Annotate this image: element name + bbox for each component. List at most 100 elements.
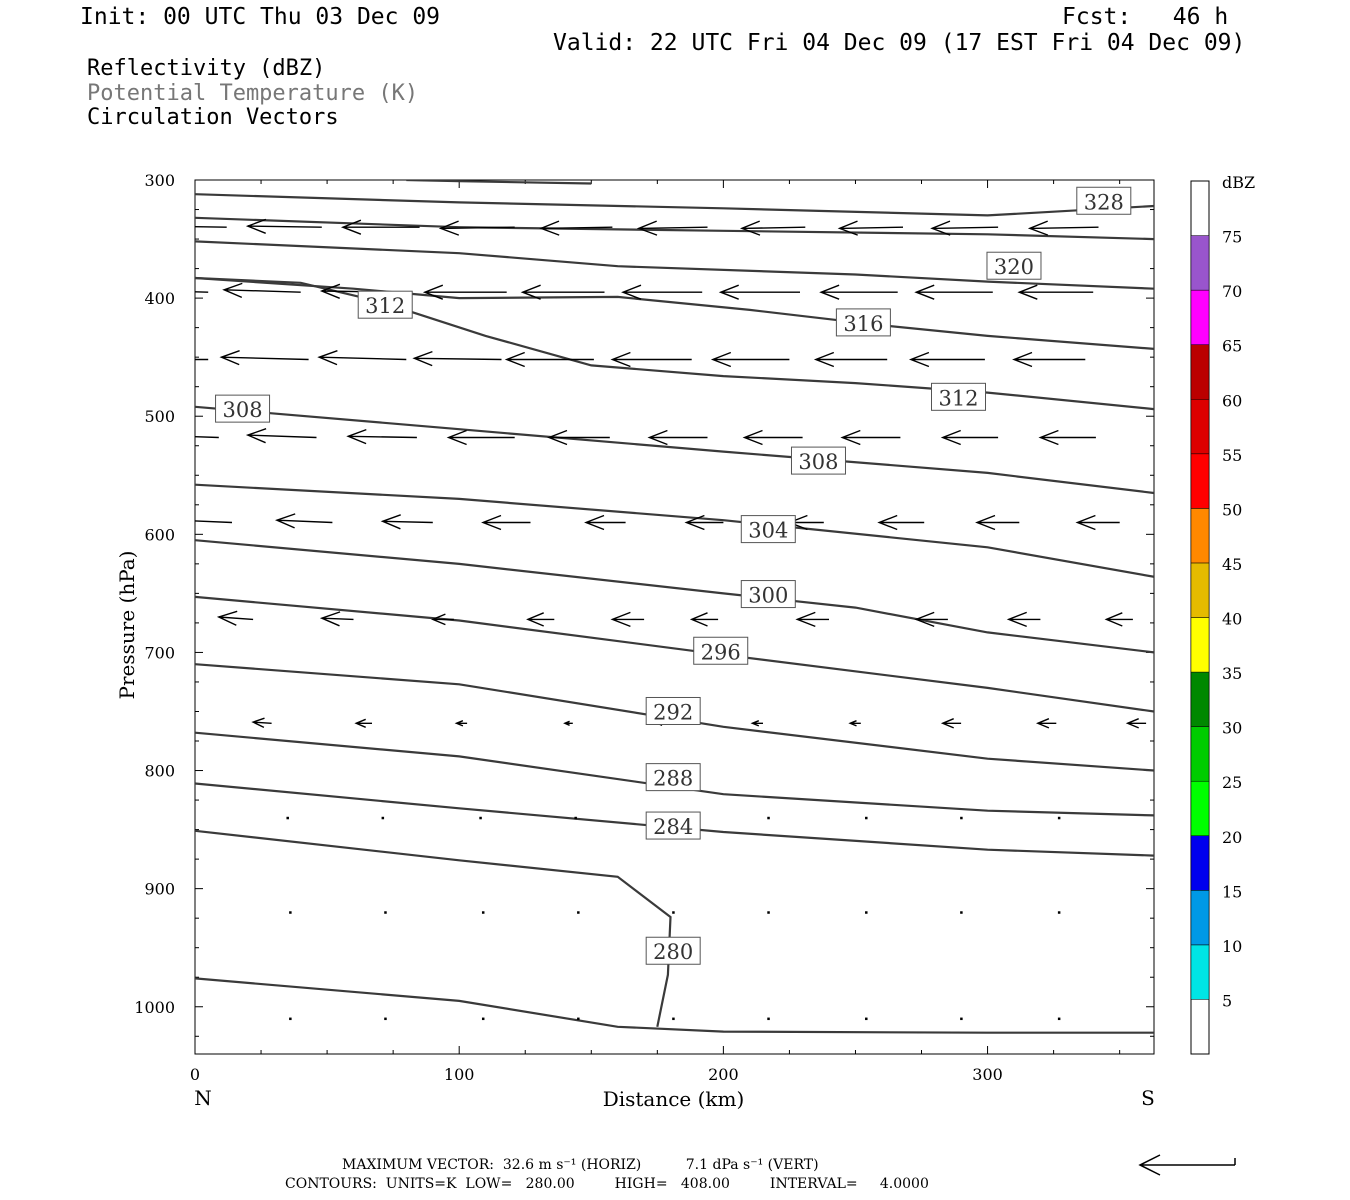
- circulation-vector: [672, 911, 675, 914]
- vector-group: [195, 218, 1147, 1021]
- colorbar-level-45: 45: [1222, 555, 1242, 574]
- circulation-vector: [767, 1017, 770, 1021]
- contour-label-box: [357, 290, 413, 319]
- legend-circulation-vectors: Circulation Vectors: [87, 105, 339, 130]
- legend-reflectivity: Reflectivity (dBZ): [87, 56, 326, 81]
- circulation-vector: [710, 351, 790, 368]
- contour-label-304: 304: [748, 519, 788, 543]
- circulation-vector: [636, 220, 708, 236]
- contour-group: [195, 180, 1154, 1034]
- init-time: Init: 00 UTC Thu 03 Dec 09: [80, 4, 441, 30]
- contour-label-box: [740, 515, 796, 544]
- circulation-vector: [446, 429, 515, 446]
- x-tick-label: 100: [444, 1065, 475, 1084]
- circulation-vector: [547, 429, 610, 446]
- circulation-vector: [750, 720, 763, 727]
- circulation-vector: [795, 611, 829, 628]
- circulation-vector: [286, 816, 289, 820]
- circulation-vector: [610, 351, 692, 368]
- circulation-vector: [960, 911, 963, 914]
- contour-label-284: 284: [653, 815, 693, 839]
- circulation-vector: [216, 610, 254, 626]
- colorbar-bin-15: [1190, 835, 1210, 891]
- contour-label-box: [693, 636, 749, 665]
- theta-contour-328: [195, 193, 1154, 217]
- contour-label-280: 280: [653, 940, 693, 964]
- colorbar-level-15: 15: [1222, 882, 1242, 901]
- contour-label-box: [986, 251, 1042, 280]
- theta-contour-316: [195, 276, 1154, 350]
- colorbar-level-30: 30: [1222, 719, 1242, 738]
- contour-label-300: 300: [748, 584, 788, 608]
- contour-label-box: [645, 696, 701, 725]
- circulation-vector: [1035, 718, 1057, 729]
- circulation-vector: [289, 911, 292, 914]
- contour-label-316: 316: [843, 312, 883, 336]
- colorbar-bin-40: [1190, 562, 1210, 618]
- circulation-vector: [739, 220, 806, 236]
- circulation-vector: [960, 816, 963, 820]
- circulation-vector: [767, 911, 770, 914]
- colorbar-unit-label: dBZ: [1222, 173, 1255, 192]
- footer-max-vector: MAXIMUM VECTOR: 32.6 m s⁻¹ (HORIZ) 7.1 d…: [342, 1157, 819, 1173]
- circulation-vector: [1125, 718, 1147, 729]
- colorbar-bin-10: [1190, 890, 1210, 946]
- y-tick-label: 300: [144, 171, 175, 190]
- circulation-vector: [346, 428, 417, 445]
- circulation-vector: [380, 514, 433, 530]
- circulation-vector: [574, 816, 577, 820]
- theta-contour-seg-14: [195, 977, 1154, 1034]
- theta-contour-300: [195, 539, 1154, 654]
- circulation-vector: [219, 350, 309, 366]
- circulation-vector: [251, 717, 272, 729]
- circulation-vector: [481, 911, 485, 914]
- contour-label-288: 288: [653, 767, 693, 791]
- circulation-vector: [1104, 612, 1133, 627]
- circulation-vector: [813, 351, 888, 368]
- circulation-vector: [317, 350, 407, 366]
- theta-contour-304: [195, 483, 1154, 578]
- colorbar-bin-25: [1190, 726, 1210, 782]
- theta-contour-296: [195, 595, 1154, 713]
- contour-label-box: [1076, 186, 1132, 215]
- circulation-vector: [577, 911, 580, 914]
- colorbar-bin-5: [1190, 944, 1210, 1000]
- circulation-vector: [430, 613, 454, 626]
- circulation-vector: [222, 282, 301, 299]
- circulation-vector: [742, 429, 803, 446]
- contour-label-296: 296: [701, 640, 741, 664]
- circulation-vector: [195, 291, 209, 293]
- circulation-vector: [340, 219, 420, 235]
- circulation-vector: [877, 514, 925, 531]
- contour-label-box: [215, 394, 271, 423]
- circulation-vector: [1027, 220, 1099, 236]
- x-axis-label: Distance (km): [603, 1087, 745, 1111]
- circulation-vector: [454, 720, 468, 727]
- circulation-vector: [384, 911, 387, 914]
- circulation-vector: [960, 1017, 963, 1021]
- colorbar-level-60: 60: [1222, 391, 1242, 410]
- colorbar-level-10: 10: [1222, 937, 1242, 956]
- plot-frame: [194, 179, 1155, 1055]
- colorbar-bin-20: [1190, 780, 1210, 836]
- circulation-vector: [195, 435, 219, 439]
- contour-label-box: [835, 308, 891, 337]
- forecast-hour: Fcst: 46 h: [1062, 4, 1229, 30]
- theta-contour-seg-1: [406, 180, 592, 185]
- x-tick-label: 200: [708, 1065, 739, 1084]
- circulation-vector: [908, 351, 985, 368]
- colorbar-bin-45: [1190, 508, 1210, 564]
- circulation-vector: [384, 1017, 387, 1021]
- colorbar-bin-35: [1190, 617, 1210, 673]
- circulation-vector: [610, 611, 645, 628]
- circulation-vector: [195, 514, 233, 524]
- theta-contour-284: [195, 782, 1154, 857]
- colorbar-level-50: 50: [1222, 500, 1242, 519]
- colorbar-level-40: 40: [1222, 610, 1242, 629]
- circulation-vector: [914, 611, 948, 628]
- circulation-vector: [840, 429, 901, 446]
- circulation-vector: [520, 284, 605, 300]
- contour-label-box: [645, 763, 701, 792]
- circulation-vector: [481, 514, 531, 531]
